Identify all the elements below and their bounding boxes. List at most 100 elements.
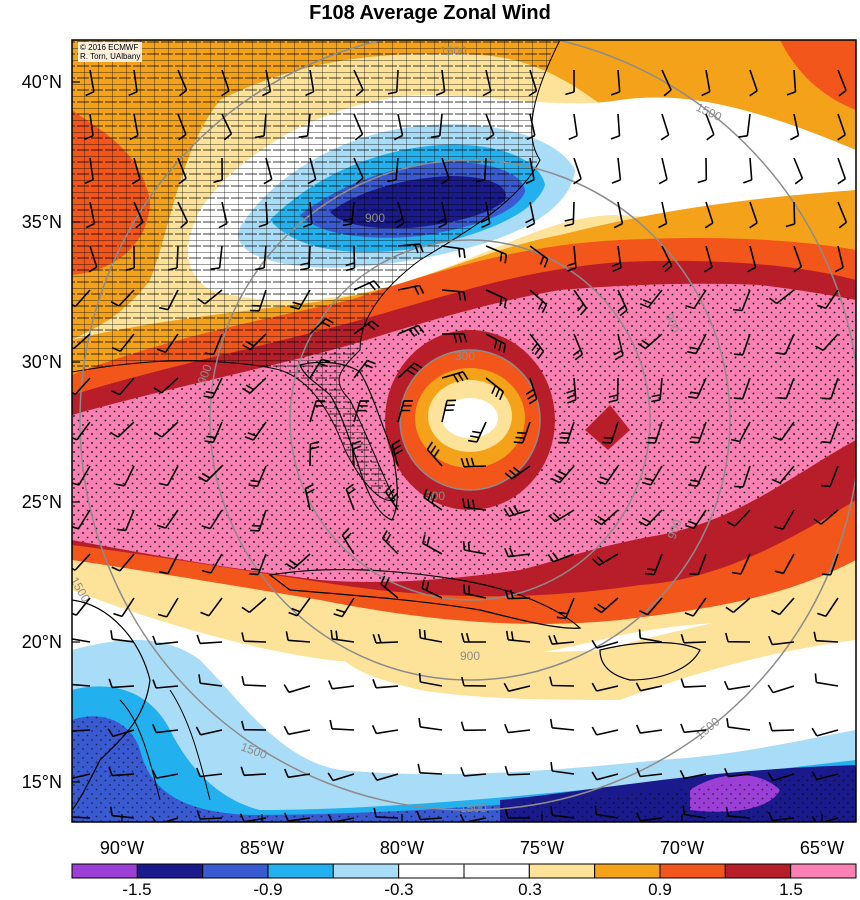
wind-barb (730, 421, 751, 443)
wind-barb (591, 726, 619, 736)
wind-barb (250, 289, 267, 312)
wind-barb (617, 289, 628, 317)
us-landmass (72, 40, 561, 502)
wind-barb (387, 157, 399, 183)
wind-barb (210, 245, 223, 270)
credit-line: R. Torn, UAlbany (80, 52, 141, 61)
wind-barb (371, 724, 399, 735)
wind-barb (221, 69, 230, 97)
wind-barb (504, 723, 531, 734)
wind-barb (743, 157, 753, 184)
wind-barb (731, 553, 751, 575)
wind-barb (298, 113, 311, 138)
wind-barb (697, 157, 708, 184)
wind-barb (504, 465, 531, 480)
storm-white-core (442, 398, 498, 438)
wind-barb (125, 245, 135, 272)
wind-barb (504, 809, 530, 819)
wind-barb (768, 811, 795, 822)
wind-barb (460, 632, 487, 643)
colorbar-swatch (136, 863, 204, 879)
wind-barb (430, 113, 443, 139)
wind-barb (504, 547, 531, 558)
south-stipple (72, 716, 856, 822)
contour-label: 1500 (460, 801, 487, 815)
wind-barb (177, 157, 187, 185)
wind-barb (262, 69, 272, 97)
wind-barb (353, 113, 364, 141)
wind-barb (637, 333, 663, 350)
cuba (268, 568, 582, 629)
wind-barb (426, 441, 443, 467)
wind-barb (549, 676, 575, 687)
wind-barb (460, 457, 487, 468)
wind-barb (157, 597, 179, 618)
wind-barb (394, 201, 405, 229)
yucatan (72, 599, 151, 811)
wind-barb (423, 488, 443, 511)
wind-barb (373, 807, 399, 819)
wind-barb (548, 634, 575, 645)
wind-barb (790, 113, 800, 141)
wind-barb (198, 674, 223, 687)
wind-barb (441, 371, 469, 383)
wind-barb (342, 201, 355, 227)
wind-barb (660, 113, 670, 141)
wind-barb (635, 724, 663, 734)
wind-barb (441, 157, 450, 185)
wind-barb (72, 465, 91, 486)
wind-barb (353, 69, 364, 97)
wind-barb (771, 465, 795, 484)
wind-barb (504, 765, 531, 776)
wind-barb (526, 113, 536, 141)
wind-barb (283, 812, 311, 822)
wind-barb (811, 815, 839, 822)
lightblue-south (72, 640, 856, 822)
wind-barb (345, 245, 356, 272)
wind-barb (680, 633, 707, 644)
wind-barb (682, 805, 707, 819)
colorbar-label: 1.5 (779, 880, 803, 899)
wind-barb (550, 806, 575, 819)
lon-label: 65°W (799, 838, 845, 858)
wind-barb (353, 157, 364, 185)
wind-barb (309, 317, 334, 335)
wind-barb (422, 534, 443, 555)
wind-barb (462, 498, 487, 511)
wind-barb (218, 201, 228, 229)
wind-barb (651, 377, 663, 403)
colorbar-swatch (528, 863, 596, 879)
wind-barb (309, 358, 331, 379)
wind-barb (485, 333, 507, 354)
wind-barb (564, 201, 575, 227)
lat-label: 40°N (21, 72, 62, 92)
wind-barb (680, 723, 707, 734)
contour-label: 900 (195, 362, 215, 386)
wind-barb (685, 289, 707, 310)
wind-barb (556, 597, 575, 620)
wind-barb (646, 421, 663, 444)
wind-barb (258, 201, 269, 228)
wind-barb (613, 333, 624, 361)
wind-barb (111, 553, 135, 572)
wind-barb (705, 113, 715, 141)
wind-barb (109, 421, 135, 438)
wind-barb (725, 807, 751, 819)
wind-barb (88, 245, 98, 273)
wind-barb (283, 768, 311, 779)
contour-label: 900 (365, 211, 385, 225)
wind-barb (72, 683, 91, 687)
wind-barb (213, 157, 223, 184)
wind-barb (725, 597, 751, 614)
wind-barb (636, 767, 663, 778)
wind-barb (435, 69, 446, 96)
wind-barb (723, 680, 751, 691)
wind-barb (72, 509, 91, 530)
wind-barb (351, 440, 362, 467)
wind-barb (152, 635, 179, 646)
wind-barb (241, 676, 267, 687)
wind-barb (480, 201, 491, 229)
wind-barb (475, 157, 487, 183)
wind-barb (84, 113, 94, 141)
wind-barb (771, 597, 795, 616)
